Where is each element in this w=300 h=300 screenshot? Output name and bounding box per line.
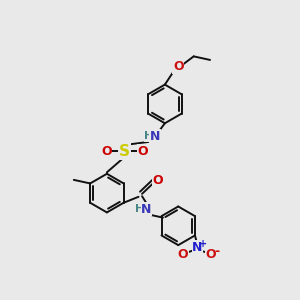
Text: O: O bbox=[206, 248, 216, 261]
Text: H: H bbox=[145, 131, 154, 141]
Text: O: O bbox=[173, 60, 184, 73]
Text: N: N bbox=[150, 130, 160, 142]
Text: O: O bbox=[101, 145, 112, 158]
Text: O: O bbox=[178, 248, 188, 261]
Text: N: N bbox=[141, 203, 152, 216]
Text: O: O bbox=[152, 174, 163, 187]
Text: H: H bbox=[135, 204, 145, 214]
Text: O: O bbox=[138, 145, 148, 158]
Text: N: N bbox=[192, 241, 203, 254]
Text: -: - bbox=[215, 245, 220, 258]
Text: S: S bbox=[119, 144, 130, 159]
Text: +: + bbox=[199, 239, 207, 249]
